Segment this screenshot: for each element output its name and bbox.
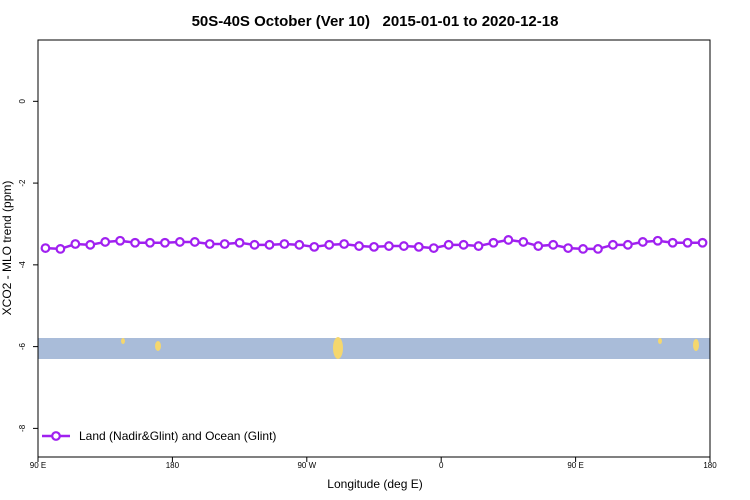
land xyxy=(333,337,343,359)
point xyxy=(160,237,170,248)
point xyxy=(548,239,559,250)
point xyxy=(608,239,618,250)
x-tick-label: 180 xyxy=(703,461,717,470)
point xyxy=(204,239,215,249)
ocean-band xyxy=(38,338,710,359)
point xyxy=(473,241,484,251)
point xyxy=(488,237,499,248)
chart-title: 50S-40S October (Ver 10) 2015-01-01 to 2… xyxy=(192,13,559,30)
y-axis-label: XCO2 - MLO trend (ppm) xyxy=(0,181,14,316)
x-tick-label: 90 E xyxy=(30,461,46,470)
y-tick-label: -8 xyxy=(18,424,27,432)
point xyxy=(249,239,260,250)
y-tick-label: -6 xyxy=(18,343,27,351)
point xyxy=(174,237,185,247)
point xyxy=(354,241,364,251)
point xyxy=(413,241,424,252)
plot-frame xyxy=(37,39,711,458)
point xyxy=(40,243,51,253)
point xyxy=(667,237,678,248)
point xyxy=(279,239,290,249)
point xyxy=(145,237,155,248)
point xyxy=(578,244,588,254)
point xyxy=(115,235,126,246)
y-tick-label: 0 xyxy=(18,99,27,104)
land-ocean-strip xyxy=(38,337,710,359)
point xyxy=(219,239,230,249)
point xyxy=(130,237,140,248)
point xyxy=(652,235,663,246)
point xyxy=(309,241,320,252)
point xyxy=(234,237,245,248)
point xyxy=(369,241,379,252)
point xyxy=(533,241,544,251)
land xyxy=(658,338,662,344)
point xyxy=(55,244,66,254)
x-tick-label: 180 xyxy=(166,461,180,470)
point xyxy=(324,239,335,250)
point xyxy=(503,235,514,245)
point xyxy=(100,237,111,247)
point xyxy=(428,243,439,253)
point xyxy=(518,237,529,247)
point xyxy=(682,237,693,248)
point xyxy=(443,239,454,250)
point xyxy=(563,243,574,253)
point xyxy=(339,239,350,249)
point xyxy=(458,239,469,250)
point xyxy=(189,237,200,247)
point xyxy=(697,237,708,248)
point xyxy=(384,241,394,251)
point xyxy=(70,239,81,249)
x-axis-label: Longitude (deg E) xyxy=(327,477,422,491)
y-tick-label: -4 xyxy=(18,261,27,269)
x-tick-label: 90 E xyxy=(567,461,583,470)
point xyxy=(637,237,648,247)
point xyxy=(593,244,603,254)
x-tick-label: 90 W xyxy=(297,461,316,470)
land xyxy=(121,338,125,344)
point xyxy=(398,241,409,251)
land xyxy=(693,339,699,351)
x-tick-label: 0 xyxy=(439,461,444,470)
land xyxy=(155,341,161,351)
point xyxy=(264,239,275,250)
point xyxy=(294,239,305,250)
y-tick-label: -2 xyxy=(18,179,27,187)
legend-label: Land (Nadir&Glint) and Ocean (Glint) xyxy=(79,429,276,443)
point xyxy=(622,239,633,250)
legend-marker xyxy=(51,431,61,441)
point xyxy=(85,239,96,250)
